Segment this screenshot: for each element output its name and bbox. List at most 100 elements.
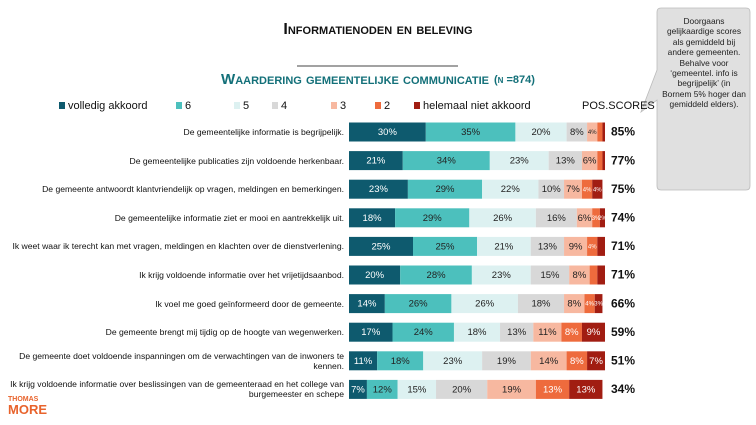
- bar-segment: [349, 351, 378, 371]
- value-label: 11%: [354, 356, 373, 367]
- value-label: 9%: [569, 241, 583, 252]
- category-text: Ik krijg voldoende informatie over besli…: [10, 379, 344, 400]
- legend-swatch: [59, 102, 65, 109]
- value-label: 35%: [461, 127, 481, 138]
- bar-segment: [384, 294, 452, 314]
- bar-segment: [533, 322, 562, 342]
- value-label: 20%: [531, 127, 551, 138]
- category-text: De gemeente doet voldoende inspanningen …: [19, 350, 344, 371]
- category-label: De gemeentelijke informatie ziet er mooi…: [4, 206, 344, 230]
- category-text: De gemeente brengt mij tijdig op de hoog…: [105, 327, 344, 338]
- value-label: 34%: [437, 156, 457, 167]
- value-label: 8%: [570, 356, 584, 367]
- bar-segment: [349, 208, 396, 228]
- bar-segment: [397, 379, 437, 399]
- value-label: 6%: [583, 156, 597, 167]
- bar-segment: [564, 179, 582, 199]
- value-label: 4%: [588, 244, 597, 250]
- bar-segment: [407, 179, 483, 199]
- bar-segment: [569, 265, 590, 285]
- bar-segment: [594, 294, 603, 314]
- bar-segment: [535, 379, 570, 399]
- legend-label: 4: [281, 100, 287, 112]
- bar-segment: [377, 351, 424, 371]
- value-label: 26%: [475, 299, 495, 310]
- category-text: De gemeentelijke informatie ziet er mooi…: [114, 212, 344, 223]
- bar-segment: [349, 179, 408, 199]
- value-label: 3%: [594, 302, 603, 308]
- bar-segment: [602, 122, 605, 142]
- bar-segment: [349, 322, 393, 342]
- value-label: 8%: [570, 127, 584, 138]
- bar-segment: [599, 208, 605, 228]
- bar-segment: [538, 179, 565, 199]
- bar-segment: [349, 151, 403, 171]
- pos-score: 77%: [611, 153, 635, 167]
- pos-score: 71%: [611, 268, 635, 282]
- value-label: 30%: [378, 127, 398, 138]
- bar-segment: [451, 294, 518, 314]
- page-title: Informatienoden en beleving: [283, 21, 472, 38]
- bar-segment: [425, 122, 516, 142]
- category-label: De gemeente doet voldoende inspanningen …: [4, 349, 344, 373]
- value-label: 13%: [556, 156, 576, 167]
- category-label: Ik krijg voldoende informatie over besli…: [4, 377, 344, 401]
- bar-segment: [587, 351, 605, 371]
- bar-segment: [597, 236, 605, 256]
- legend-label: 2: [384, 100, 390, 112]
- bar-segment: [489, 151, 549, 171]
- value-label: 19%: [497, 356, 517, 367]
- value-label: 23%: [510, 156, 530, 167]
- value-label: 18%: [363, 213, 383, 224]
- bar-segment: [500, 322, 534, 342]
- category-label: Ik weet waar ik terecht kan met vragen, …: [4, 234, 344, 258]
- value-label: 6%: [578, 213, 592, 224]
- value-label: 16%: [547, 213, 567, 224]
- value-label: 4%: [585, 302, 594, 308]
- bar-segment: [584, 294, 595, 314]
- bar-segment: [349, 379, 367, 399]
- bar-segment: [366, 379, 398, 399]
- bar-segment: [482, 351, 531, 371]
- value-label: 13%: [538, 241, 558, 252]
- category-text: De gemeentelijke publicaties zijn voldoe…: [129, 155, 344, 166]
- value-label: 4%: [593, 187, 602, 193]
- value-label: 2%: [598, 216, 607, 222]
- pos-score: 74%: [611, 210, 635, 224]
- bar-segment: [349, 294, 385, 314]
- bar-segment: [589, 265, 598, 285]
- bar-segment: [471, 265, 531, 285]
- value-label: 29%: [423, 213, 443, 224]
- bar-segment: [597, 151, 603, 171]
- bar-segment: [548, 151, 582, 171]
- value-label: 14%: [539, 356, 559, 367]
- bar-segment: [530, 265, 570, 285]
- value-label: 7%: [351, 384, 365, 395]
- logo: THOMAS MORE: [8, 396, 47, 416]
- bar-segment: [453, 322, 501, 342]
- value-label: 26%: [493, 213, 513, 224]
- bar-segment: [576, 208, 593, 228]
- value-label: 20%: [365, 270, 385, 281]
- legend-swatch: [414, 102, 420, 109]
- pos-score: 59%: [611, 325, 635, 339]
- bar-segment: [592, 179, 603, 199]
- value-label: 9%: [587, 327, 601, 338]
- category-label: De gemeente brengt mij tijdig op de hoog…: [4, 320, 344, 344]
- bar-segment: [487, 379, 536, 399]
- value-label: 25%: [435, 241, 455, 252]
- bar-segment: [530, 351, 567, 371]
- value-label: 10%: [542, 184, 562, 195]
- value-label: 24%: [414, 327, 434, 338]
- bar-segment: [587, 236, 598, 256]
- pos-score: 75%: [611, 182, 635, 196]
- bar-segment: [469, 208, 536, 228]
- bar-segment: [597, 265, 605, 285]
- bar-segment: [566, 351, 588, 371]
- legend-label: helemaal niet akkoord: [423, 100, 531, 112]
- category-text: Ik voel me goed geïnformeerd door de gem…: [155, 298, 344, 309]
- bar-segment: [581, 322, 605, 342]
- bar-segment: [482, 179, 539, 199]
- legend-label: 5: [243, 100, 249, 112]
- bar-segment: [581, 179, 593, 199]
